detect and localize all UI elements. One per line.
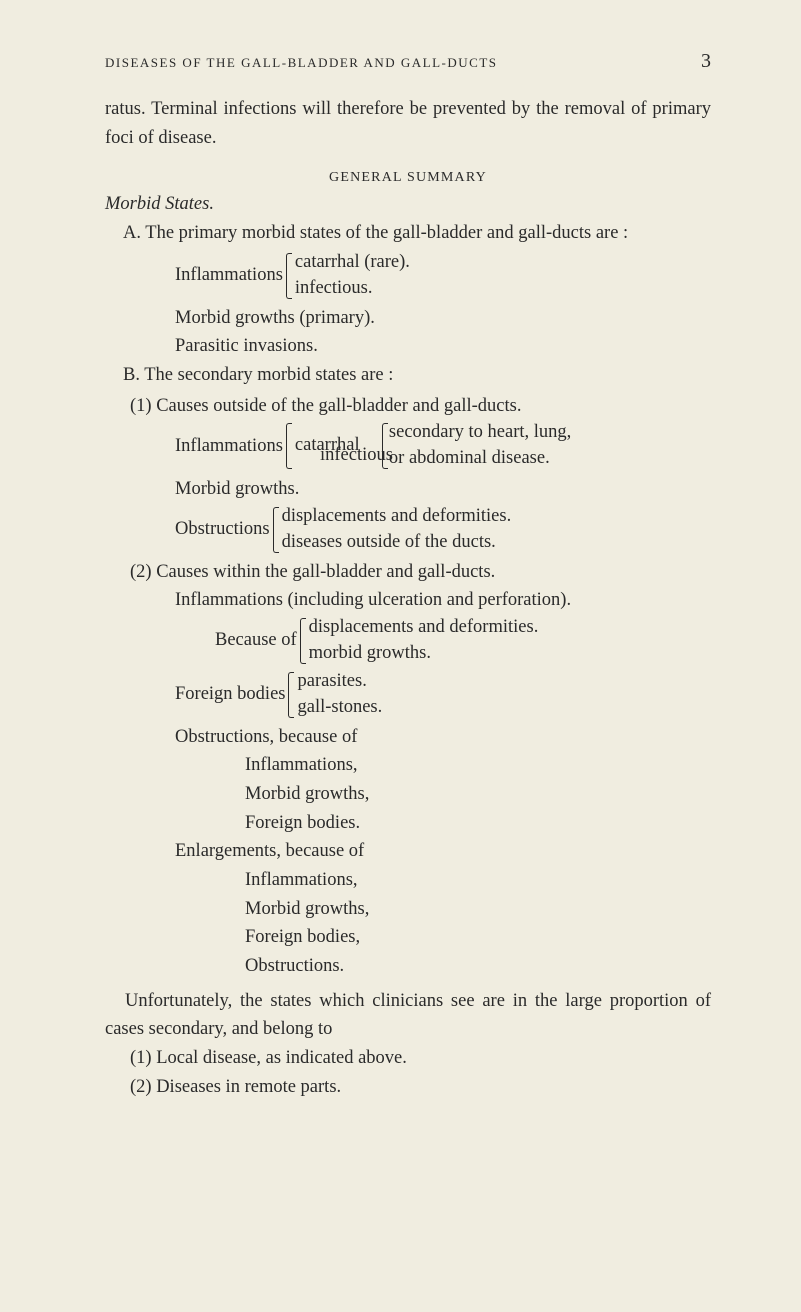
b2-foreign-1: parasites. [297,669,366,695]
footer-item-2: (2) Diseases in remote parts. [105,1073,711,1102]
morbid-states-heading: Morbid States. [105,194,711,215]
b2-inflammations: Inflammations (including ulceration and … [175,586,711,615]
section-a-inflammations: Inflammations catarrhal (rare). infectio… [175,250,711,302]
section-b1-text: (1) Causes outside of the gall-bladder a… [105,392,711,421]
section-a-morbid-growths: Morbid growths (primary). [175,304,711,333]
inflammations-label: Inflammations [175,265,283,286]
b2-because-label: Because of [215,630,297,651]
b2-foreign: Foreign bodies parasites. gall-stones. [175,669,711,721]
page-header: DISEASES OF THE GALL-BLADDER AND GALL-DU… [105,50,711,73]
section-a-label: A. The primary morbid states of the gall… [123,223,628,243]
section-a-text: A. The primary morbid states of the gall… [105,219,711,248]
inflammations-item-2: infectious. [295,276,373,302]
page-number: 3 [701,50,711,73]
b1-infl-2a: infectious [320,443,711,469]
b2-obstructions-label: Obstructions, because of [175,723,711,752]
b2-obstr-2: Morbid growths, [105,780,711,809]
b1-obstructions: Obstructions displacements and deformiti… [175,504,711,556]
section-a-parasitic: Parasitic invasions. [175,332,711,361]
summary-title: GENERAL SUMMARY [105,170,711,186]
page-container: DISEASES OF THE GALL-BLADDER AND GALL-DU… [0,0,801,1151]
footer-item-1: (1) Local disease, as indicated above. [105,1044,711,1073]
b2-because-2: morbid growths. [309,641,431,667]
section-b2-text: (2) Causes within the gall-bladder and g… [105,558,711,587]
b1-morbid-growths: Morbid growths. [175,475,711,504]
header-title: DISEASES OF THE GALL-BLADDER AND GALL-DU… [105,55,498,71]
intro-paragraph: ratus. Terminal infections will therefor… [105,95,711,152]
b2-foreign-2: gall-stones. [297,695,382,721]
b1-inflammations-label: Inflammations [175,436,283,457]
b2-enl-3: Foreign bodies, [105,923,711,952]
inflammations-item-1: catarrhal (rare). [295,250,410,276]
b2-because: Because of displacements and deformities… [215,615,711,667]
b2-obstr-3: Foreign bodies. [105,809,711,838]
b2-because-1: displacements and deformities. [309,615,539,641]
section-b-text: B. The secondary morbid states are : [105,361,711,390]
b2-enl-4: Obstructions. [105,952,711,981]
b2-obstr-1: Inflammations, [105,751,711,780]
brace-icon: parasites. gall-stones. [285,669,382,721]
brace-icon: displacements and deformities. diseases … [270,504,512,556]
footer-paragraph: Unfortunately, the states which clinicia… [105,987,711,1044]
b2-enl-1: Inflammations, [105,866,711,895]
section-b-label: B. The secondary morbid states are : [123,365,393,385]
b2-enl-2: Morbid growths, [105,895,711,924]
brace-icon: displacements and deformities. morbid gr… [297,615,539,667]
b1-obstr-1: displacements and deformities. [282,504,512,530]
brace-icon: catarrhal (rare). infectious. [283,250,410,302]
b2-foreign-label: Foreign bodies [175,684,285,705]
b1-obstr-2: diseases outside of the ducts. [282,530,496,556]
b2-enlargements-label: Enlargements, because of [175,837,711,866]
b1-obstructions-label: Obstructions [175,519,270,540]
